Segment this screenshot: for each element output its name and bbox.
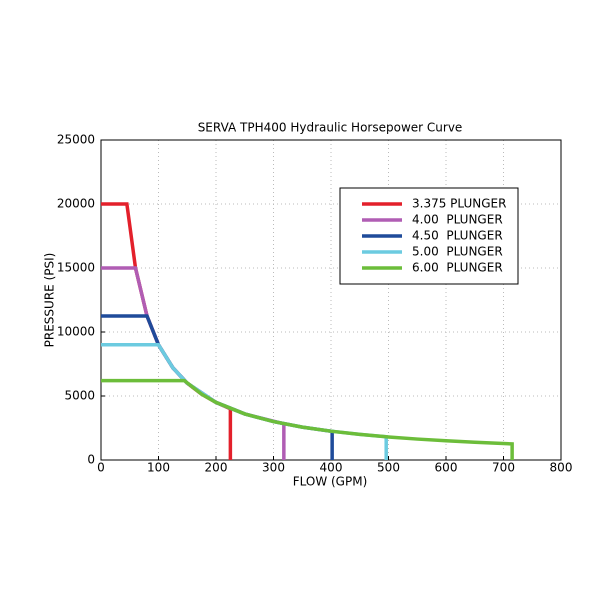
legend-label: 4.50 PLUNGER — [412, 229, 503, 243]
y-tick-label: 15000 — [57, 261, 95, 275]
legend-label: 3.375 PLUNGER — [412, 197, 506, 211]
chart-title: SERVA TPH400 Hydraulic Horsepower Curve — [198, 121, 463, 135]
x-tick-label: 600 — [435, 461, 458, 475]
x-tick-label: 400 — [320, 461, 343, 475]
y-axis-label: PRESSURE (PSI) — [43, 253, 57, 348]
x-tick-label: 200 — [205, 461, 228, 475]
series-line — [101, 378, 514, 460]
legend-label: 5.00 PLUNGER — [412, 245, 503, 259]
legend-label: 4.00 PLUNGER — [412, 213, 503, 227]
x-tick-label: 500 — [377, 461, 400, 475]
x-tick-label: 800 — [550, 461, 573, 475]
y-tick-label: 10000 — [57, 325, 95, 339]
y-tick-label: 0 — [87, 453, 95, 467]
y-tick-label: 5000 — [64, 389, 95, 403]
x-axis-label: FLOW (GPM) — [293, 475, 368, 489]
y-tick-label: 20000 — [57, 197, 95, 211]
series-line — [101, 343, 388, 460]
x-tick-label: 700 — [492, 461, 515, 475]
legend-label: 6.00 PLUNGER — [412, 261, 503, 275]
y-tick-label: 25000 — [57, 133, 95, 147]
x-tick-label: 0 — [97, 461, 105, 475]
x-tick-label: 100 — [147, 461, 170, 475]
series-line — [101, 266, 286, 460]
x-tick-label: 300 — [262, 461, 285, 475]
series-line — [101, 314, 334, 460]
